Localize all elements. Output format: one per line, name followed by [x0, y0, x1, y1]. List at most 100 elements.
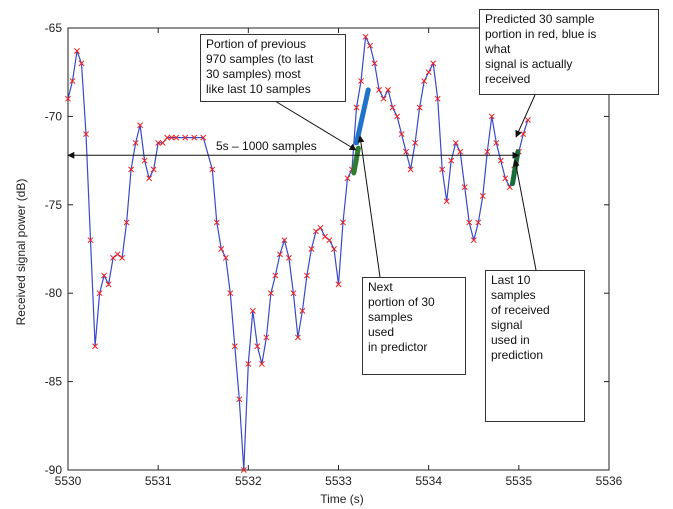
marker-stroke — [524, 116, 531, 123]
y-tick-label: -85 — [45, 375, 63, 389]
signal-marker — [267, 290, 274, 297]
marker-stroke — [362, 33, 369, 40]
y-tick-label: -80 — [45, 286, 63, 300]
marker-stroke — [290, 290, 297, 297]
signal-marker — [123, 219, 130, 226]
marker-stroke — [209, 166, 216, 173]
marker-stroke — [497, 157, 504, 164]
signal-marker — [470, 237, 477, 244]
signal-marker — [430, 60, 437, 67]
signal-marker — [385, 86, 392, 93]
signal-marker — [236, 396, 243, 403]
signal-marker — [466, 219, 473, 226]
signal-marker — [74, 48, 80, 54]
signal-marker — [299, 307, 306, 314]
marker-stroke — [430, 60, 437, 67]
signal-marker — [452, 139, 459, 146]
marker-stroke — [353, 104, 360, 111]
signal-marker — [434, 95, 441, 102]
signal-marker — [353, 104, 360, 111]
marker-stroke — [407, 166, 414, 173]
marker-stroke — [281, 237, 288, 244]
x-tick-label: 5534 — [415, 474, 442, 488]
marker-stroke — [412, 139, 419, 146]
marker-stroke — [132, 139, 139, 146]
x-tick-label: 5532 — [235, 474, 262, 488]
signal-marker — [421, 78, 428, 84]
marker-stroke — [421, 78, 428, 84]
annotation-last-10-samples: Last 10 samples of received signal used … — [485, 270, 585, 422]
marker-stroke — [317, 224, 324, 231]
signal-marker — [240, 467, 247, 473]
marker-stroke — [114, 251, 121, 258]
highlight-segment — [351, 145, 361, 176]
marker-stroke — [141, 157, 148, 164]
annotation-previous-samples: Portion of previous 970 samples (to last… — [200, 34, 346, 102]
signal-marker — [475, 219, 482, 226]
signal-marker — [479, 193, 486, 199]
annotation-predicted-portion: Predicted 30 sample portion in red, blue… — [479, 9, 659, 95]
marker-stroke — [389, 104, 396, 111]
signal-marker — [394, 113, 401, 120]
marker-stroke — [502, 175, 509, 182]
marker-stroke — [231, 343, 238, 350]
signal-marker — [78, 60, 85, 67]
annotation-next-portion: Next portion of 30 samples used in predi… — [362, 277, 466, 375]
marker-stroke — [439, 166, 446, 173]
signal-marker — [96, 290, 103, 297]
signal-marker — [182, 134, 189, 141]
signal-marker — [272, 272, 279, 279]
marker-stroke — [475, 219, 482, 226]
signal-marker — [231, 343, 238, 350]
marker-stroke — [394, 113, 401, 120]
marker-stroke — [222, 254, 229, 261]
marker-stroke — [376, 86, 383, 93]
signal-marker — [443, 198, 450, 205]
marker-stroke — [443, 198, 450, 205]
marker-stroke — [240, 467, 247, 473]
signal-marker — [412, 139, 419, 146]
marker-stroke — [168, 134, 175, 141]
marker-stroke — [425, 69, 432, 76]
signal-marker — [65, 95, 71, 102]
signal-marker — [290, 290, 297, 297]
marker-stroke — [371, 60, 378, 67]
signal-marker — [371, 60, 378, 67]
marker-stroke — [335, 281, 342, 288]
marker-stroke — [272, 272, 279, 279]
signal-marker — [119, 254, 126, 261]
signal-marker — [340, 219, 346, 226]
signal-marker — [448, 157, 455, 164]
leader-arrow — [357, 135, 381, 278]
signal-marker — [398, 131, 405, 138]
marker-stroke — [358, 78, 364, 84]
marker-stroke — [218, 246, 225, 252]
leader-arrow — [515, 94, 536, 138]
signal-marker — [105, 281, 112, 288]
signal-marker — [502, 175, 509, 182]
signal-marker — [87, 237, 94, 244]
marker-stroke — [74, 48, 80, 54]
signal-marker — [303, 272, 310, 279]
signal-marker — [173, 134, 180, 141]
signal-marker — [313, 228, 319, 235]
signal-marker — [276, 251, 283, 258]
marker-stroke — [137, 122, 144, 129]
marker-stroke — [344, 175, 351, 182]
marker-stroke — [398, 131, 405, 138]
marker-stroke — [263, 334, 270, 341]
signal-marker — [335, 281, 342, 288]
signal-marker — [263, 334, 270, 341]
marker-stroke — [159, 139, 166, 146]
marker-stroke — [110, 254, 117, 261]
signal-marker — [159, 139, 166, 146]
marker-stroke — [200, 134, 207, 141]
signal-marker — [69, 78, 76, 84]
x-tick-label: 5533 — [325, 474, 352, 488]
marker-stroke — [227, 290, 234, 297]
signal-marker — [128, 166, 135, 173]
signal-marker — [254, 343, 261, 350]
marker-stroke — [245, 360, 252, 367]
signal-marker — [407, 166, 414, 173]
